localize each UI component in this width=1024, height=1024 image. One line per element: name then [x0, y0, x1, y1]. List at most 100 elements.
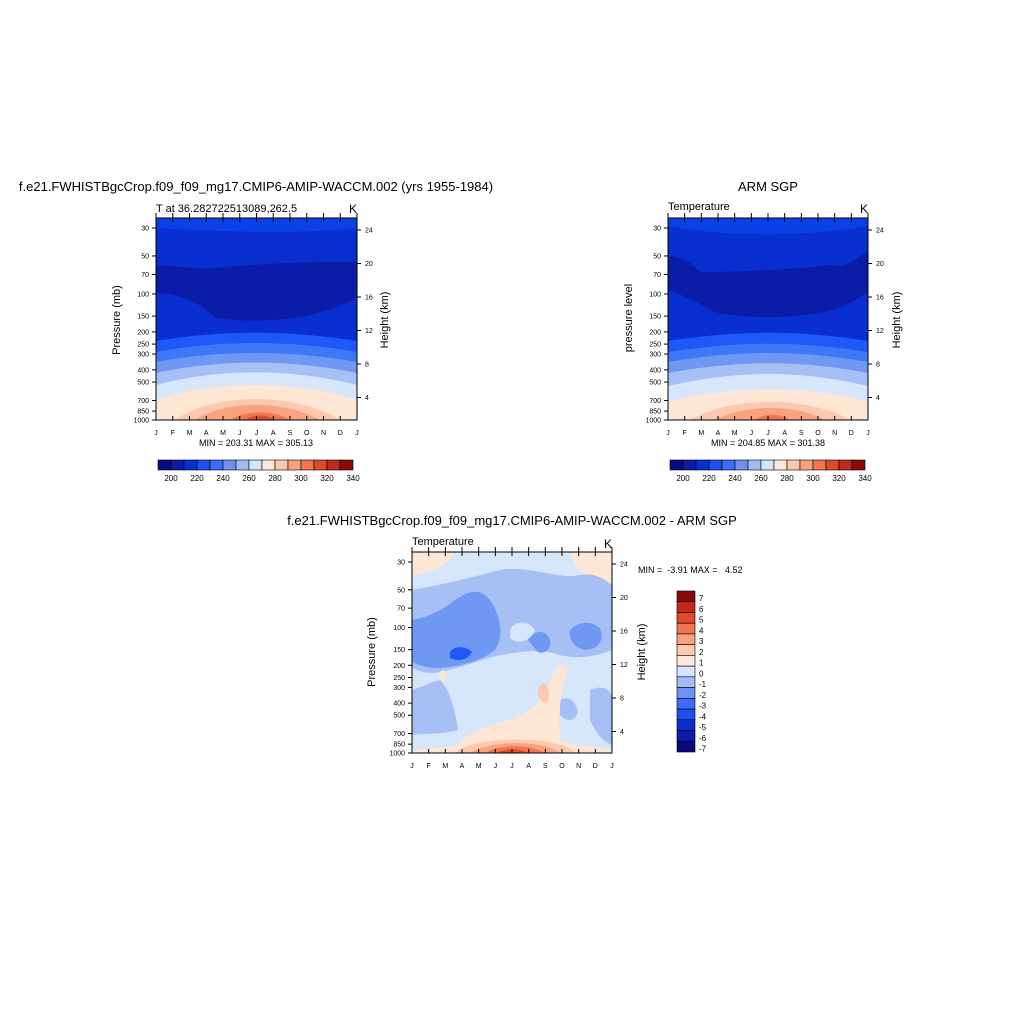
panel-model-units: K	[349, 202, 357, 216]
panel-obs-units: K	[860, 202, 868, 216]
pressure-tick-label: 50	[397, 587, 405, 594]
panel-obs-title: ARM SGP	[738, 179, 798, 194]
panel-obs-stats: MIN = 204.85 MAX = 301.38	[711, 438, 825, 448]
month-tick-label: J	[238, 430, 242, 437]
pressure-tick-label: 150	[137, 314, 149, 321]
height-tick-label: 16	[876, 295, 884, 302]
colorbar-swatch	[760, 459, 775, 471]
colorbar-tick-label: 6	[699, 605, 704, 614]
colorbar-swatch	[676, 665, 696, 678]
colorbar-swatch	[261, 459, 276, 471]
colorbar-tick-label: 1	[699, 659, 704, 668]
colorbar-tick-label: 200	[676, 474, 690, 483]
colorbar-tick-label: -6	[699, 734, 707, 743]
colorbar-swatch	[222, 459, 237, 471]
month-tick-label: A	[526, 763, 531, 770]
month-tick-label: S	[288, 430, 293, 437]
pressure-tick-label: 850	[649, 409, 661, 416]
month-tick-label: D	[338, 430, 343, 437]
pressure-tick-label: 70	[141, 272, 149, 279]
panel-diff-left-label: Temperature	[412, 536, 474, 548]
month-tick-label: D	[593, 763, 598, 770]
colorbar-swatch	[676, 719, 696, 731]
panel-diff-ylabel: Pressure (mb)	[366, 617, 378, 687]
colorbar-swatch	[786, 459, 801, 471]
height-tick-label: 8	[876, 362, 880, 369]
month-tick-label: J	[510, 763, 514, 770]
height-tick-label: 20	[620, 595, 628, 602]
month-tick-label: F	[683, 430, 687, 437]
colorbar-tick-label: 300	[294, 474, 308, 483]
colorbar-swatch	[209, 459, 224, 471]
height-tick-label: 4	[365, 395, 369, 402]
month-tick-label: M	[187, 430, 193, 437]
pressure-tick-label: 300	[649, 352, 661, 359]
month-tick-label: J	[255, 430, 259, 437]
colorbar-tick-label: 4	[699, 626, 704, 635]
colorbar-swatch	[676, 676, 696, 688]
month-tick-label: S	[543, 763, 548, 770]
colorbar-tick-label: 320	[320, 474, 334, 483]
colorbar-swatch	[773, 459, 788, 471]
month-tick-label: J	[610, 763, 614, 770]
month-tick-label: M	[220, 430, 226, 437]
month-tick-label: O	[304, 430, 310, 437]
month-tick-label: J	[355, 430, 359, 437]
pressure-tick-label: 100	[649, 291, 661, 298]
panel-obs-contours	[668, 218, 868, 420]
month-tick-label: S	[799, 430, 804, 437]
month-tick-label: F	[171, 430, 175, 437]
colorbar-tick-label: 280	[268, 474, 282, 483]
panel-diff-units: K	[604, 537, 612, 551]
month-tick-label: M	[698, 430, 704, 437]
colorbar-swatch	[676, 644, 696, 656]
colorbar-swatch	[676, 633, 696, 645]
panel-model-stats: MIN = 203.31 MAX = 305.13	[199, 438, 313, 448]
colorbar-tick-label: 5	[699, 616, 704, 625]
pressure-tick-label: 400	[137, 367, 149, 374]
panel-obs-axes: J F M A M J J A S O N D J 30 50 70 100 150 200 250 300 400 500…	[645, 213, 884, 437]
colorbar-tick-label: -3	[699, 702, 707, 711]
month-tick-label: D	[849, 430, 854, 437]
pressure-tick-label: 700	[137, 398, 149, 405]
height-tick-label: 4	[620, 729, 624, 736]
pressure-tick-label: 500	[649, 380, 661, 387]
month-tick-label: O	[559, 763, 565, 770]
month-tick-label: O	[815, 430, 821, 437]
month-tick-label: J	[410, 763, 414, 770]
colorbar-swatch	[812, 459, 827, 471]
height-tick-label: 4	[876, 395, 880, 402]
pressure-tick-label: 70	[397, 606, 405, 613]
month-tick-label: J	[750, 430, 754, 437]
colorbar-swatch	[196, 459, 211, 471]
colorbar-swatch	[721, 459, 736, 471]
pressure-tick-label: 150	[649, 314, 661, 321]
month-tick-label: A	[460, 763, 465, 770]
colorbar-tick-label: 260	[242, 474, 256, 483]
month-tick-label: J	[154, 430, 158, 437]
pressure-tick-label: 250	[137, 342, 149, 349]
pressure-tick-label: 1000	[645, 418, 661, 425]
month-tick-label: A	[204, 430, 209, 437]
height-tick-label: 16	[620, 629, 628, 636]
pressure-tick-label: 200	[393, 663, 405, 670]
colorbar-swatch	[676, 590, 696, 603]
pressure-tick-label: 70	[653, 272, 661, 279]
colorbar-swatch	[274, 459, 289, 471]
colorbar-swatch	[676, 622, 696, 635]
colorbar-swatch	[300, 459, 315, 471]
month-tick-label: N	[321, 430, 326, 437]
month-tick-label: N	[576, 763, 581, 770]
colorbar-swatch	[695, 459, 710, 471]
month-tick-label: M	[732, 430, 738, 437]
height-tick-label: 20	[365, 261, 373, 268]
month-tick-label: F	[427, 763, 431, 770]
colorbar-tick-label: 320	[832, 474, 846, 483]
pressure-tick-label: 50	[141, 253, 149, 260]
panel-diff-contours	[412, 552, 612, 753]
pressure-tick-label: 500	[393, 713, 405, 720]
height-tick-label: 24	[620, 562, 628, 569]
month-tick-label: N	[832, 430, 837, 437]
colorbar-swatch	[313, 459, 328, 471]
